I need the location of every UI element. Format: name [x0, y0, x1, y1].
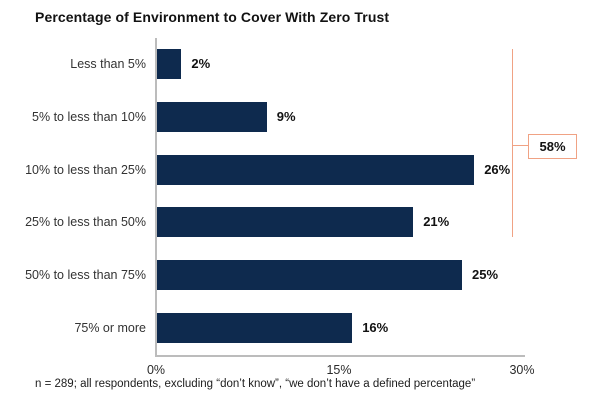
- x-axis-line: [155, 355, 525, 357]
- y-axis-line: [155, 38, 157, 357]
- bracket-connector: [513, 145, 528, 146]
- x-tick-label: 0%: [146, 363, 166, 377]
- category-label: Less than 5%: [70, 57, 146, 71]
- value-label: 21%: [423, 214, 450, 229]
- value-label: 2%: [191, 56, 211, 71]
- bracket-label: 58%: [539, 139, 566, 154]
- category-label: 5% to less than 10%: [32, 110, 146, 124]
- value-label: 25%: [472, 267, 499, 282]
- value-label: 26%: [484, 162, 511, 177]
- category-label: 50% to less than 75%: [25, 268, 146, 282]
- bracket-annotation: 58%: [528, 134, 577, 159]
- x-tick-label: 15%: [326, 363, 352, 377]
- value-label: 16%: [362, 320, 389, 335]
- footnote: n = 289; all respondents, excluding “don…: [35, 378, 476, 390]
- category-label: 25% to less than 50%: [25, 215, 146, 229]
- bar: [157, 313, 353, 343]
- bar: [157, 49, 182, 79]
- bracket-line: [512, 49, 513, 237]
- chart-title: Percentage of Environment to Cover With …: [35, 9, 390, 25]
- bar: [157, 207, 414, 237]
- value-label: 9%: [276, 109, 296, 124]
- bar: [157, 260, 462, 290]
- category-label: 10% to less than 25%: [25, 163, 146, 177]
- bar: [157, 155, 475, 185]
- x-tick-label: 30%: [509, 363, 535, 377]
- category-label: 75% or more: [74, 321, 146, 335]
- bar: [157, 102, 267, 132]
